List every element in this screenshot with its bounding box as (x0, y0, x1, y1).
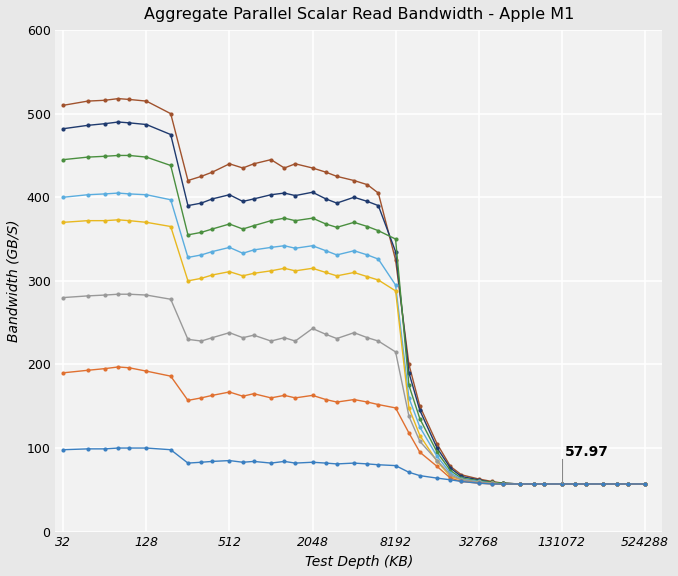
Text: 57.97: 57.97 (565, 445, 608, 459)
Y-axis label: Bandwidth (GB/S): Bandwidth (GB/S) (7, 219, 21, 342)
X-axis label: Test Depth (KB): Test Depth (KB) (304, 555, 413, 569)
Title: Aggregate Parallel Scalar Read Bandwidth - Apple M1: Aggregate Parallel Scalar Read Bandwidth… (144, 7, 574, 22)
